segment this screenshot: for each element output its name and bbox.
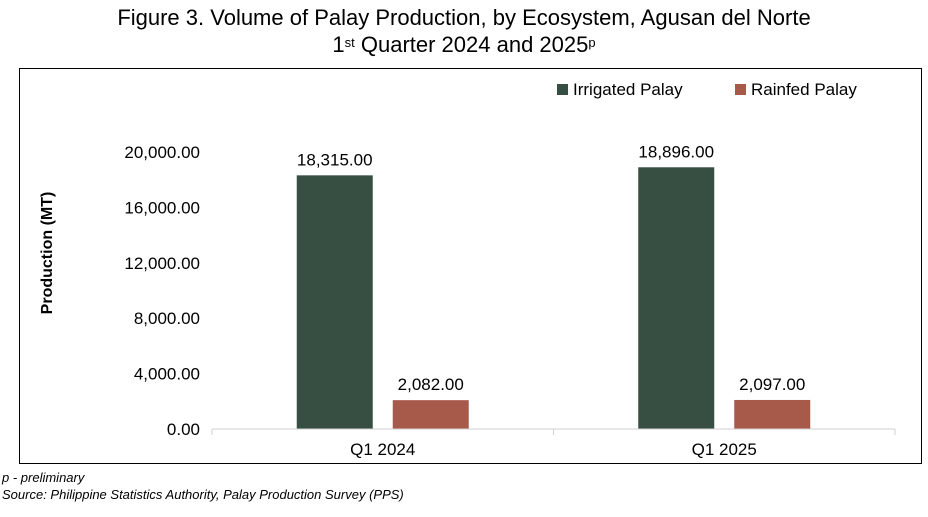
x-axis: Q1 2024 Q1 2025 — [211, 428, 896, 459]
chart-title-line1: Figure 3. Volume of Palay Production, by… — [117, 5, 811, 30]
y-tick-label: 4,000.00 — [134, 365, 200, 384]
bar — [638, 167, 715, 429]
title-line2-prefix: 1 — [332, 32, 345, 57]
y-tick-label: 16,000.00 — [124, 198, 200, 217]
title-line2-text: Quarter 2024 and 2025 — [354, 32, 589, 57]
y-axis-ticks: 0.00 4,000.00 8,000.00 12,000.00 16,000.00 20… — [124, 143, 200, 439]
legend: Irrigated Palay Rainfed Palay — [557, 80, 857, 99]
data-label: 18,315.00 — [297, 150, 373, 169]
data-label: 2,097.00 — [739, 375, 805, 394]
bar — [296, 175, 373, 429]
legend-label: Rainfed Palay — [751, 80, 857, 99]
y-tick-label: 8,000.00 — [134, 309, 200, 328]
y-tick-label: 20,000.00 — [124, 143, 200, 162]
title-ordinal-suffix: st — [344, 35, 355, 50]
footnote-preliminary: p - preliminary — [2, 470, 85, 485]
legend-swatch — [557, 84, 568, 95]
y-tick-label: 0.00 — [167, 420, 200, 439]
data-label: 18,896.00 — [638, 142, 714, 161]
y-tick-label: 12,000.00 — [124, 254, 200, 273]
data-label: 2,082.00 — [398, 375, 464, 394]
footnote-source: Source: Philippine Statistics Authority,… — [2, 487, 404, 502]
legend-swatch — [735, 84, 746, 95]
x-tick-label: Q1 2024 — [350, 440, 415, 459]
bar — [392, 400, 469, 429]
chart-title-line2: 1st Quarter 2024 and 2025p — [0, 31, 928, 58]
x-tick-label: Q1 2025 — [692, 440, 757, 459]
y-axis-label: Production (MT) — [39, 192, 56, 315]
title-preliminary-mark: p — [588, 35, 596, 50]
bars: 18,315.00 2,082.00 18,896.00 2,097.00 — [296, 142, 811, 429]
chart-frame — [19, 68, 922, 464]
bar — [734, 399, 811, 429]
legend-label: Irrigated Palay — [573, 80, 683, 99]
chart-title: Figure 3. Volume of Palay Production, by… — [0, 4, 928, 58]
